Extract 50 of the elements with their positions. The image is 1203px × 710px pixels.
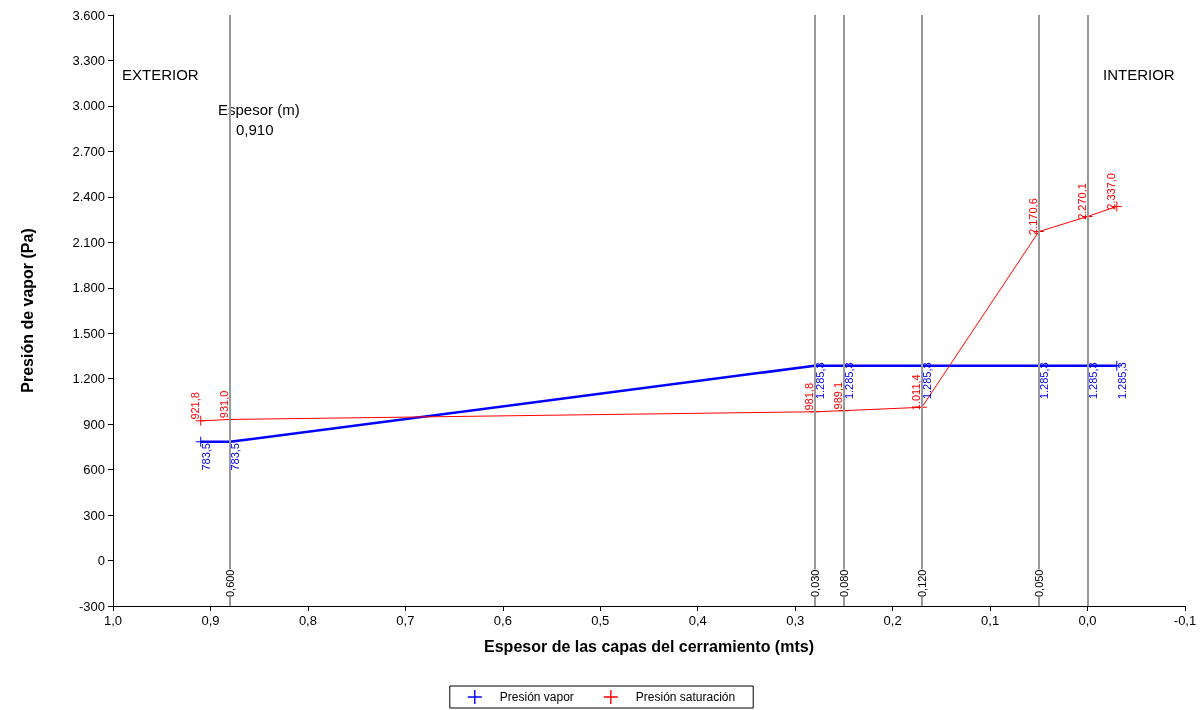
data-label: 1.285,3 — [1116, 362, 1129, 400]
data-label: 2.170,6 — [1027, 198, 1040, 235]
x-tick-label: -0,1 — [1173, 613, 1197, 628]
data-label: 989,1 — [832, 381, 845, 410]
y-tick-label: 2.400 — [72, 189, 105, 205]
x-axis-title: Espesor de las capas del cerramiento (mts) — [484, 637, 814, 655]
x-tick-label: 0,1 — [981, 613, 1000, 628]
data-label: 921,8 — [189, 392, 202, 420]
x-tick-label: 0,6 — [493, 613, 512, 628]
x-tick-label: 0,4 — [688, 613, 707, 628]
data-label: 2.337,0 — [1105, 173, 1118, 210]
data-label: 931,0 — [218, 390, 231, 419]
y-tick-label: 3.000 — [72, 98, 105, 114]
data-label: 2.270,1 — [1076, 183, 1089, 220]
x-tick-label: 0,0 — [1078, 613, 1097, 628]
y-tick-label: 900 — [83, 416, 105, 432]
y-tick-label: 3.600 — [72, 7, 105, 23]
y-tick-label: 0 — [97, 553, 105, 569]
y-tick-label: 1.500 — [72, 325, 105, 341]
annotation: 0,600 — [223, 569, 236, 598]
data-label: 1.011,4 — [910, 374, 923, 411]
annotation: 0,080 — [837, 569, 850, 598]
data-label: 981,8 — [803, 382, 816, 411]
annotation: 0,030 — [808, 569, 821, 598]
y-tick-label: 1.200 — [72, 371, 105, 387]
y-axis-title: Presión de vapor (Pa) — [18, 228, 36, 393]
x-tick-label: 0,8 — [298, 613, 317, 628]
annotation: 0,910 — [236, 121, 274, 138]
data-label: 783,5 — [200, 443, 213, 471]
annotation: Espesor (m) — [218, 101, 300, 118]
y-tick-label: 2.100 — [72, 234, 105, 250]
annotation: INTERIOR — [1103, 66, 1175, 83]
x-tick-label: 0,7 — [396, 613, 415, 628]
legend-label: Presión vapor — [499, 690, 574, 704]
y-tick-label: -300 — [78, 598, 105, 614]
data-label: 783,5 — [229, 443, 242, 471]
y-tick-label: 1.800 — [72, 280, 105, 296]
annotation: EXTERIOR — [122, 66, 199, 83]
y-tick-label: 3.300 — [72, 52, 105, 68]
annotation: 0,120 — [915, 569, 928, 598]
x-tick-label: 0,2 — [883, 613, 902, 628]
y-tick-label: 300 — [83, 507, 105, 523]
x-tick-label: 0,9 — [201, 613, 220, 628]
x-tick-label: 0,3 — [786, 613, 805, 628]
y-tick-label: 600 — [83, 462, 105, 478]
x-tick-label: 1,0 — [103, 613, 123, 628]
x-tick-label: 0,5 — [591, 613, 610, 628]
y-tick-label: 2.700 — [72, 143, 105, 159]
legend-label: Presión saturación — [635, 690, 736, 704]
annotation: 0,050 — [1032, 569, 1045, 598]
